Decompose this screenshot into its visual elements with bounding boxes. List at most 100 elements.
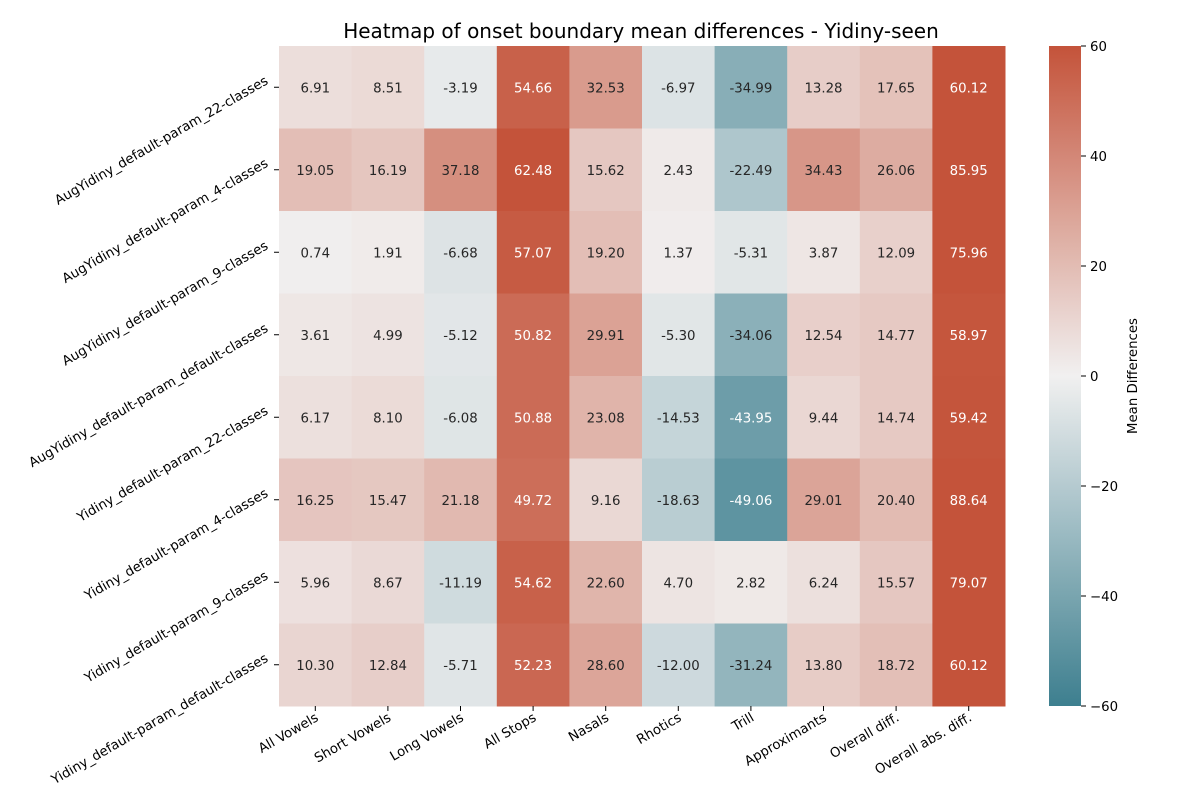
heatmap-cell bbox=[714, 211, 788, 294]
heatmap-cell bbox=[859, 623, 933, 707]
heatmap-cell bbox=[787, 623, 861, 707]
column-label: All Stops bbox=[481, 710, 539, 752]
cell-value-label: 23.08 bbox=[587, 411, 625, 426]
cell-value-label: -18.63 bbox=[657, 494, 700, 509]
heatmap-cell bbox=[859, 46, 933, 129]
heatmap-cell bbox=[714, 46, 788, 129]
cell-value-label: 18.72 bbox=[877, 659, 915, 674]
heatmap-cell bbox=[496, 46, 570, 129]
cell-value-label: 3.87 bbox=[809, 246, 839, 261]
cell-value-label: 3.61 bbox=[300, 329, 330, 344]
cell-value-label: 9.16 bbox=[591, 494, 621, 509]
column-label: Short Vowels bbox=[312, 710, 394, 766]
heatmap-cell bbox=[351, 376, 425, 459]
cell-value-label: 8.51 bbox=[373, 81, 403, 96]
cell-value-label: -11.19 bbox=[439, 576, 482, 591]
heatmap-cell bbox=[279, 623, 353, 707]
heatmap-cell bbox=[496, 211, 570, 294]
cell-value-label: 85.95 bbox=[950, 164, 988, 179]
cell-value-label: 19.20 bbox=[587, 246, 625, 261]
cell-value-label: 50.88 bbox=[514, 411, 552, 426]
heatmap-cell bbox=[859, 376, 933, 459]
heatmap-cell bbox=[496, 458, 570, 542]
heatmap-cell bbox=[569, 541, 643, 624]
cell-value-label: 0.74 bbox=[300, 246, 330, 261]
heatmap-cell bbox=[569, 128, 643, 212]
heatmap-cell bbox=[714, 458, 788, 542]
cell-value-label: 34.43 bbox=[804, 164, 842, 179]
cell-value-label: 12.09 bbox=[877, 246, 915, 261]
heatmap-cell bbox=[424, 541, 498, 624]
heatmap-cell bbox=[859, 541, 933, 624]
cell-value-label: 22.60 bbox=[587, 576, 625, 591]
cell-value-label: 37.18 bbox=[441, 164, 479, 179]
heatmap-cell bbox=[351, 623, 425, 707]
cell-value-label: 58.97 bbox=[950, 329, 988, 344]
colorbar-label: Mean Differences bbox=[1126, 318, 1141, 434]
heatmap-cell bbox=[279, 376, 353, 459]
heatmap-cell bbox=[787, 458, 861, 542]
cell-value-label: -49.06 bbox=[729, 494, 772, 509]
heatmap-cell bbox=[787, 541, 861, 624]
heatmap-cell bbox=[569, 623, 643, 707]
heatmap-cell bbox=[642, 541, 716, 624]
heatmap-cell bbox=[714, 376, 788, 459]
colorbar-tick-label: −60 bbox=[1090, 700, 1118, 715]
heatmap-cell bbox=[424, 623, 498, 707]
cell-value-label: 12.54 bbox=[804, 329, 842, 344]
row-labels: AugYidiny_default-param_22-classes AugYid… bbox=[27, 74, 279, 788]
heatmap-cell bbox=[714, 293, 788, 377]
cell-value-label: 17.65 bbox=[877, 81, 915, 96]
cell-value-label: 20.40 bbox=[877, 494, 915, 509]
cell-value-label: 2.43 bbox=[663, 164, 693, 179]
cell-value-label: 2.82 bbox=[736, 576, 766, 591]
cell-value-label: 60.12 bbox=[950, 81, 988, 96]
cell-value-label: 6.24 bbox=[809, 576, 839, 591]
heatmap-cell bbox=[279, 211, 353, 294]
heatmap-cell bbox=[859, 458, 933, 542]
cell-value-label: 75.96 bbox=[950, 246, 988, 261]
cell-value-label: 13.28 bbox=[804, 81, 842, 96]
cell-value-label: -5.31 bbox=[734, 246, 768, 261]
heatmap-cell bbox=[714, 128, 788, 212]
cell-value-label: 14.77 bbox=[877, 329, 915, 344]
cell-value-label: 8.10 bbox=[373, 411, 403, 426]
cell-value-label: 5.96 bbox=[300, 576, 330, 591]
heatmap-cell bbox=[859, 211, 933, 294]
cell-value-label: 10.30 bbox=[296, 659, 334, 674]
column-label: Trill bbox=[729, 710, 757, 735]
heatmap-cell bbox=[859, 293, 933, 377]
heatmap-cell bbox=[932, 458, 1006, 542]
colorbar-tick-label: 20 bbox=[1090, 260, 1107, 275]
heatmap-cell bbox=[496, 376, 570, 459]
cell-value-label: 21.18 bbox=[441, 494, 479, 509]
column-label: Nasals bbox=[566, 710, 611, 745]
cell-value-label: 57.07 bbox=[514, 246, 552, 261]
heatmap-cell bbox=[787, 293, 861, 377]
heatmap-cell bbox=[351, 293, 425, 377]
cell-value-label: -6.97 bbox=[661, 81, 695, 96]
cell-value-label: -12.00 bbox=[657, 659, 700, 674]
cell-value-label: -43.95 bbox=[729, 411, 772, 426]
cell-value-label: -3.19 bbox=[443, 81, 477, 96]
colorbar-tick-label: −40 bbox=[1090, 590, 1118, 605]
heatmap-cell bbox=[642, 46, 716, 129]
heatmap-cell bbox=[787, 128, 861, 212]
heatmap-cell bbox=[714, 541, 788, 624]
chart-title: Heatmap of onset boundary mean differenc… bbox=[343, 19, 939, 43]
cell-value-label: -34.06 bbox=[729, 329, 772, 344]
column-label: All Vowels bbox=[256, 710, 321, 756]
heatmap-cell bbox=[787, 46, 861, 129]
heatmap-cell bbox=[569, 46, 643, 129]
heatmap-cell bbox=[932, 623, 1006, 707]
cell-value-label: 6.17 bbox=[300, 411, 330, 426]
cell-value-label: 4.70 bbox=[663, 576, 693, 591]
heatmap-cell bbox=[496, 623, 570, 707]
row-label: AugYidiny_default-param_22-classes bbox=[53, 74, 272, 209]
cell-value-label: 12.84 bbox=[369, 659, 407, 674]
cell-value-label: -22.49 bbox=[729, 164, 772, 179]
heatmap-cell bbox=[642, 623, 716, 707]
heatmap-cell bbox=[642, 376, 716, 459]
